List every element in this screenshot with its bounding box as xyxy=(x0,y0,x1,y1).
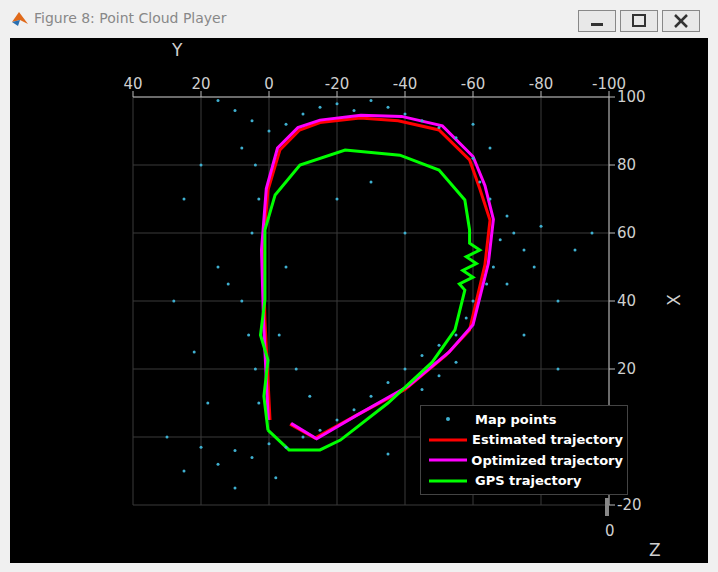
svg-text:40: 40 xyxy=(123,75,142,93)
svg-text:40: 40 xyxy=(617,292,636,310)
svg-text:-100: -100 xyxy=(592,75,626,93)
svg-text:60: 60 xyxy=(617,224,636,242)
svg-text:20: 20 xyxy=(191,75,210,93)
html-text:GPS trajectory: GPS trajectory xyxy=(475,473,582,489)
html-text:Figure 8: Point Cloud Player: Figure 8: Point Cloud Player xyxy=(34,10,227,26)
svg-text:100: 100 xyxy=(617,88,646,106)
html-text:Z: Z xyxy=(649,540,661,560)
html-text:Optimized trajectory: Optimized trajectory xyxy=(471,452,623,468)
svg-text:20: 20 xyxy=(617,360,636,378)
html-text:0: 0 xyxy=(605,522,615,540)
html-text:Y: Y xyxy=(172,40,183,60)
svg-text:-20: -20 xyxy=(617,496,642,514)
svg-text:80: 80 xyxy=(617,156,636,174)
html-text:Estimated trajectory: Estimated trajectory xyxy=(472,432,623,448)
svg-text:-40: -40 xyxy=(393,75,418,93)
svg-text:-60: -60 xyxy=(461,75,486,93)
svg-text:-20: -20 xyxy=(325,75,350,93)
svg-text:-80: -80 xyxy=(529,75,554,93)
svg-text:0: 0 xyxy=(264,75,274,93)
html-text:Map points: Map points xyxy=(475,411,557,427)
html-text:X: X xyxy=(663,294,684,306)
